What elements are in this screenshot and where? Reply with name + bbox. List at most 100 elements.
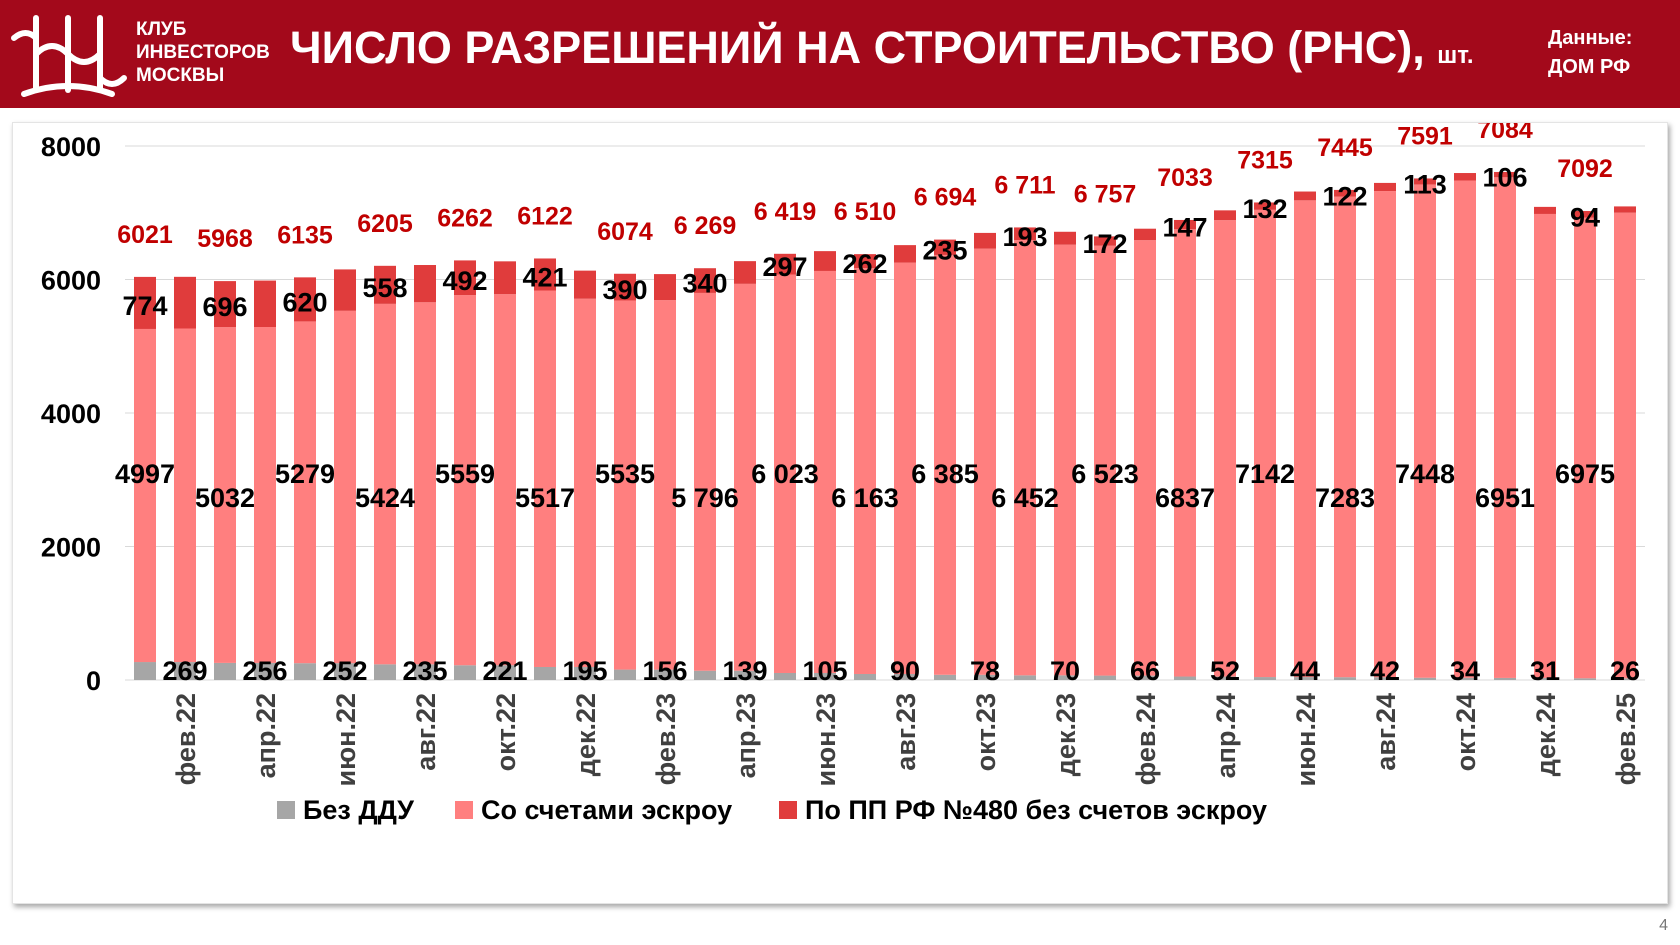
bar-label-total: 6 419 bbox=[754, 198, 817, 226]
bar-segment-no-ddu bbox=[1214, 676, 1236, 680]
bar-label-pp480: 421 bbox=[522, 262, 567, 292]
bar-label-pp480: 132 bbox=[1242, 194, 1287, 224]
bar-segment-no-ddu bbox=[1614, 678, 1636, 680]
bar-label-escrow: 5032 bbox=[195, 483, 255, 513]
bar-segment-no-ddu bbox=[214, 662, 236, 680]
bar-segment-escrow bbox=[1094, 245, 1116, 676]
bar-label-total: 5968 bbox=[197, 225, 253, 253]
bar-segment-pp480 bbox=[294, 277, 316, 322]
bar-segment-escrow bbox=[254, 327, 276, 663]
bar-segment-no-ddu bbox=[934, 674, 956, 680]
bar-segment-pp480 bbox=[1534, 206, 1556, 214]
bar-label-total: 7445 bbox=[1317, 134, 1373, 162]
bar-label-total: 6 510 bbox=[834, 198, 897, 226]
header-bar: КЛУБ ИНВЕСТОРОВ МОСКВЫ ЧИСЛО РАЗРЕШЕНИЙ … bbox=[0, 0, 1680, 108]
bar-segment-pp480 bbox=[454, 260, 476, 296]
bar-label-pp480: 774 bbox=[122, 291, 167, 321]
bar-label-pp480: 620 bbox=[282, 287, 327, 317]
bar-segment-pp480 bbox=[374, 265, 396, 304]
bar-segment-pp480 bbox=[934, 239, 956, 255]
bar-segment-pp480 bbox=[1094, 236, 1116, 246]
bar-segment-no-ddu bbox=[494, 665, 516, 680]
x-tick-label: июн.23 bbox=[811, 693, 841, 787]
bar-segment-no-ddu bbox=[454, 665, 476, 680]
x-tick-label: фев.23 bbox=[651, 693, 681, 785]
data-source: Данные: ДОМ РФ bbox=[1548, 24, 1658, 82]
bar-label-no-ddu: 256 bbox=[242, 656, 287, 686]
x-tick-label: апр.23 bbox=[731, 693, 761, 778]
bar-segment-no-ddu bbox=[1254, 677, 1276, 680]
bar-segment-escrow bbox=[1214, 220, 1236, 677]
bar-segment-escrow bbox=[1014, 240, 1036, 676]
bar-label-total: 7084 bbox=[1477, 123, 1533, 144]
bar-segment-pp480 bbox=[614, 273, 636, 301]
bar-label-total: 6135 bbox=[277, 221, 333, 249]
bar-label-escrow: 5517 bbox=[515, 483, 575, 513]
bar-label-pp480: 122 bbox=[1322, 181, 1367, 211]
bar-label-escrow: 5279 bbox=[275, 459, 335, 489]
bar-label-total: 7315 bbox=[1237, 146, 1293, 174]
bar-segment-pp480 bbox=[494, 261, 516, 295]
bar-segment-pp480 bbox=[974, 232, 996, 249]
bar-segment-pp480 bbox=[1134, 228, 1156, 241]
bar-segment-pp480 bbox=[1174, 219, 1196, 230]
bar-label-no-ddu: 70 bbox=[1050, 656, 1080, 686]
bar-segment-escrow bbox=[174, 328, 196, 663]
bar-segment-escrow bbox=[1054, 244, 1076, 676]
bar-segment-pp480 bbox=[1054, 231, 1076, 245]
bar-segment-escrow bbox=[1614, 212, 1636, 679]
legend-swatch bbox=[779, 801, 797, 819]
bar-segment-escrow bbox=[1494, 177, 1516, 678]
bar-label-pp480: 193 bbox=[1002, 222, 1047, 252]
bar-segment-no-ddu bbox=[1094, 675, 1116, 680]
bar-label-no-ddu: 235 bbox=[402, 656, 447, 686]
bar-segment-pp480 bbox=[254, 280, 276, 328]
x-tick-label: авг.22 bbox=[411, 693, 441, 771]
bar-segment-pp480 bbox=[1574, 211, 1596, 218]
data-source-name: ДОМ РФ bbox=[1548, 56, 1631, 78]
bar-segment-escrow bbox=[374, 303, 396, 665]
bar-label-total: 7591 bbox=[1397, 123, 1453, 150]
club-name: КЛУБ ИНВЕСТОРОВ МОСКВЫ bbox=[136, 18, 270, 87]
bar-segment-pp480 bbox=[814, 251, 836, 271]
bar-segment-no-ddu bbox=[334, 663, 356, 680]
bar-segment-no-ddu bbox=[1454, 677, 1476, 680]
bar-segment-escrow bbox=[1534, 213, 1556, 678]
bar-segment-no-ddu bbox=[1134, 675, 1156, 680]
bar-label-escrow: 6951 bbox=[1475, 483, 1535, 513]
bar-segment-pp480 bbox=[1414, 178, 1436, 185]
bar-label-pp480: 106 bbox=[1482, 163, 1527, 193]
bar-label-total: 6 711 bbox=[994, 171, 1055, 199]
bar-segment-no-ddu bbox=[174, 662, 196, 680]
bar-segment-pp480 bbox=[894, 245, 916, 263]
bar-label-no-ddu: 139 bbox=[722, 656, 767, 686]
bar-segment-escrow bbox=[214, 327, 236, 663]
bar-label-no-ddu: 66 bbox=[1130, 656, 1160, 686]
stacked-bar-chart: 0 2000 4000 6000 8000 269 256 252 235 221 195 156 13… bbox=[41, 123, 1645, 825]
bar-segment-no-ddu bbox=[694, 670, 716, 680]
bar-label-pp480: 94 bbox=[1570, 202, 1600, 232]
bar-segment-escrow bbox=[934, 254, 956, 675]
bar-segment-no-ddu bbox=[1534, 677, 1556, 680]
bar-segment-escrow bbox=[454, 295, 476, 666]
bar-segment-no-ddu bbox=[294, 663, 316, 680]
bar-segment-escrow bbox=[694, 292, 716, 671]
club-name-line-2: ИНВЕСТОРОВ bbox=[136, 42, 270, 63]
bar-segment-pp480 bbox=[414, 265, 436, 303]
bar-segment-pp480 bbox=[1214, 210, 1236, 221]
bar-segment-no-ddu bbox=[774, 672, 796, 680]
bar-segment-escrow bbox=[1294, 200, 1316, 678]
bar-segment-pp480 bbox=[174, 276, 196, 329]
bar-segment-no-ddu bbox=[1054, 675, 1076, 680]
bar-segment-no-ddu bbox=[1014, 675, 1036, 680]
bar-segment-pp480 bbox=[654, 274, 676, 301]
bar-label-escrow: 6837 bbox=[1155, 483, 1215, 513]
x-tick-label: апр.22 bbox=[251, 693, 281, 778]
bar-label-no-ddu: 90 bbox=[890, 656, 920, 686]
bar-label-pp480: 172 bbox=[1082, 229, 1127, 259]
bar-segment-pp480 bbox=[734, 261, 756, 284]
bar-label-escrow: 5535 bbox=[595, 459, 655, 489]
bar-segment-escrow bbox=[974, 248, 996, 675]
bar-label-escrow: 6975 bbox=[1555, 459, 1615, 489]
bar-segment-no-ddu bbox=[574, 666, 596, 680]
